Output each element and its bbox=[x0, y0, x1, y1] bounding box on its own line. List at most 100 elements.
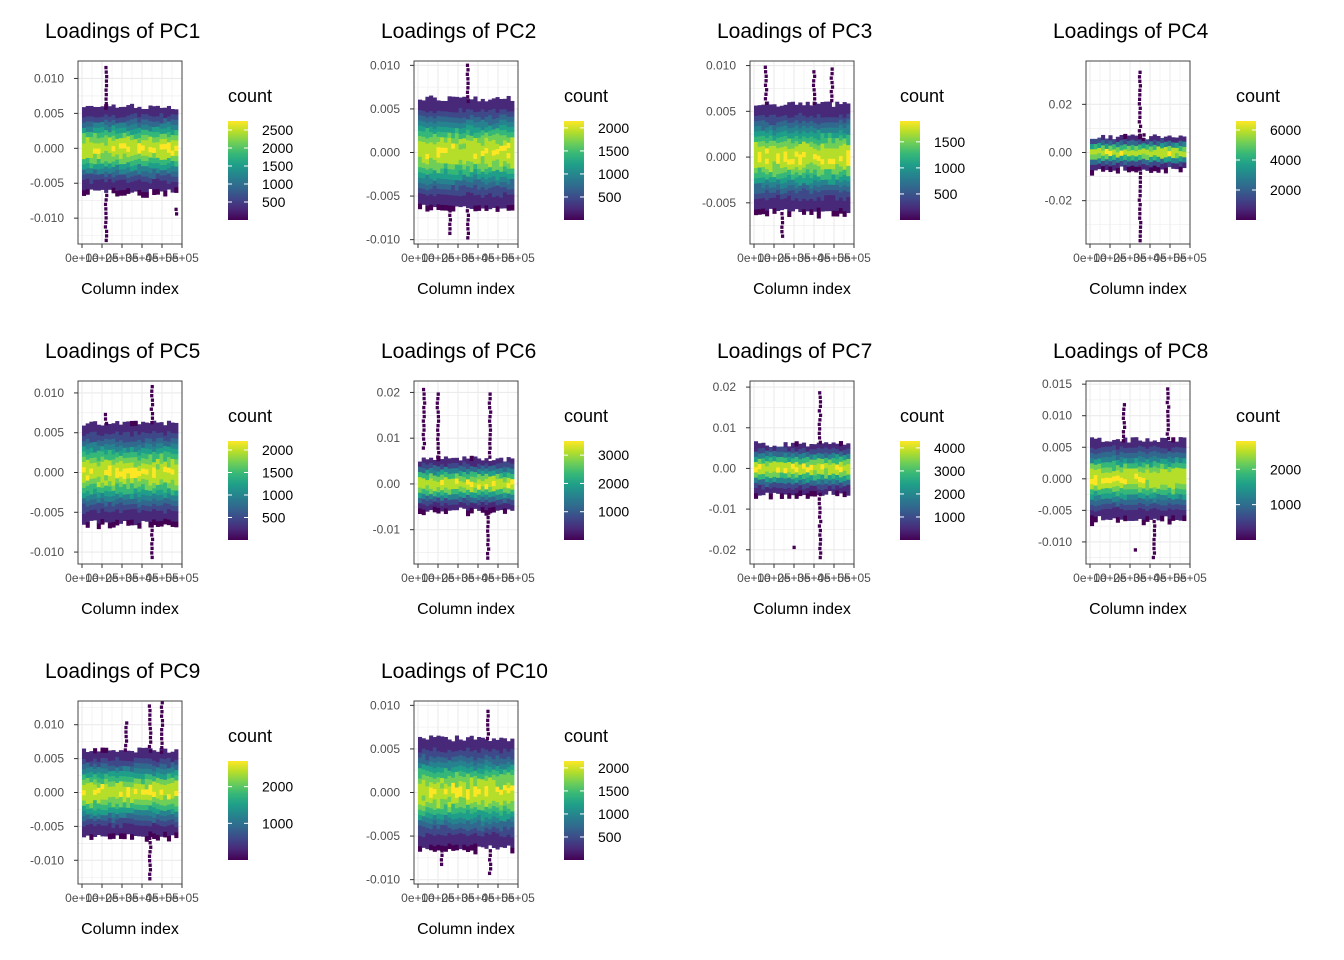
hexbin-cell bbox=[809, 209, 814, 215]
hexbin-cell bbox=[100, 168, 105, 175]
outlier-cell bbox=[1138, 238, 1142, 243]
hexbin-cell bbox=[137, 439, 142, 446]
hexbin-cell bbox=[152, 760, 157, 767]
hexbin-cell bbox=[93, 473, 98, 479]
hexbin-cell bbox=[436, 497, 441, 504]
outlier-cell bbox=[421, 387, 426, 392]
hexbin-cell bbox=[96, 164, 101, 170]
hexbin-cell bbox=[480, 192, 485, 199]
hexbin-cell bbox=[115, 154, 120, 161]
hexbin-cell bbox=[1104, 441, 1109, 447]
hexbin-cell bbox=[484, 822, 489, 829]
hexbin-cell bbox=[421, 764, 426, 770]
hexbin-cell bbox=[111, 120, 116, 126]
x-tick-label: 4e+05 bbox=[1153, 571, 1187, 585]
hexbin-cell bbox=[816, 114, 821, 120]
hexbin-cell bbox=[1101, 514, 1106, 521]
hexbin-cell bbox=[443, 194, 448, 201]
hexbin-cell bbox=[1115, 517, 1120, 523]
hexbin-cell bbox=[1090, 468, 1095, 475]
hexbin-cell bbox=[152, 488, 157, 494]
hexbin-cell bbox=[831, 190, 836, 196]
hexbin-cell bbox=[1112, 139, 1117, 145]
hexbin-cell bbox=[436, 188, 441, 195]
hexbin-cell bbox=[495, 143, 500, 150]
hexbin-cell bbox=[89, 147, 94, 154]
hexbin-cell bbox=[473, 755, 478, 761]
hexbin-cell bbox=[462, 138, 467, 144]
hexbin-cell bbox=[104, 511, 109, 518]
hexbin-cell bbox=[451, 107, 456, 113]
hexbin-cell bbox=[469, 829, 474, 835]
hexbin-cell bbox=[1126, 447, 1132, 454]
hexbin-cell bbox=[130, 776, 135, 783]
hexbin-cell bbox=[152, 420, 157, 427]
hexbin-cell bbox=[111, 438, 116, 445]
x-tick-label: 2e+05 bbox=[105, 891, 139, 905]
hexbin-cell bbox=[429, 813, 434, 820]
hexbin-cell bbox=[141, 805, 146, 811]
hexbin-cell bbox=[776, 117, 781, 123]
hexbin-cell bbox=[835, 153, 840, 160]
hexbin-cell bbox=[111, 786, 116, 793]
hexbin-cell bbox=[418, 783, 423, 790]
hexbin-cell bbox=[484, 179, 489, 185]
hexbin-cell bbox=[510, 152, 515, 159]
hexbin-cell bbox=[166, 446, 172, 453]
hexbin-cell bbox=[137, 752, 142, 759]
hexbin-cell bbox=[155, 474, 160, 481]
hexbin-cell bbox=[126, 813, 131, 819]
hexbin-cell bbox=[163, 175, 168, 181]
hexbin-cell bbox=[499, 758, 504, 765]
hexbin-cell bbox=[104, 752, 109, 759]
hexbin-cell bbox=[757, 183, 762, 189]
hexbin-cell bbox=[1145, 516, 1150, 522]
outlier-cell bbox=[105, 74, 109, 79]
hexbin-cell bbox=[1156, 473, 1161, 479]
hexbin-cell bbox=[126, 828, 131, 835]
hexbin-cell bbox=[842, 107, 847, 113]
hexbin-cell bbox=[458, 812, 463, 818]
x-axis-label: Column index bbox=[753, 281, 851, 298]
hexbin-cell bbox=[1145, 160, 1150, 166]
hexbin-cell bbox=[133, 185, 138, 192]
hexbin-cell bbox=[469, 466, 474, 472]
hexbin-cell bbox=[155, 438, 160, 444]
hexbin-cell bbox=[159, 774, 164, 780]
hexbin-cell bbox=[787, 122, 792, 129]
hexbin-cell bbox=[93, 488, 98, 495]
hexbin-cell bbox=[96, 148, 101, 155]
hexbin-cell bbox=[454, 478, 460, 485]
hexbin-cell bbox=[440, 479, 445, 486]
hexbin-cell bbox=[174, 764, 179, 771]
hexbin-cell bbox=[115, 190, 120, 197]
hexbin-cell bbox=[118, 117, 124, 123]
hexbin-cell bbox=[104, 449, 109, 455]
hexbin-cell bbox=[144, 773, 149, 780]
hexbin-cell bbox=[418, 794, 423, 800]
hexbin-cell bbox=[432, 149, 437, 156]
hexbin-cell bbox=[779, 456, 784, 463]
hexbin-cell bbox=[440, 824, 445, 831]
hexbin-cell bbox=[1167, 451, 1172, 457]
hexbin-cell bbox=[1090, 154, 1095, 161]
hexbin-cell bbox=[111, 109, 116, 116]
hexbin-cell bbox=[1160, 463, 1165, 470]
hexbin-cell bbox=[115, 824, 120, 831]
hexbin-cell bbox=[469, 146, 474, 152]
hexbin-cell bbox=[429, 803, 434, 809]
hexbin-cell bbox=[89, 116, 94, 122]
hexbin-cell bbox=[484, 174, 489, 180]
hexbin-cell bbox=[462, 829, 467, 835]
hexbin-cell bbox=[469, 486, 474, 493]
outlier-cell bbox=[422, 414, 426, 419]
hexbin-cell bbox=[462, 803, 467, 809]
hexbin-cell bbox=[838, 441, 844, 447]
hexbin-cell bbox=[835, 200, 840, 207]
hexbin-cell bbox=[794, 477, 799, 484]
hexbin-cell bbox=[510, 178, 515, 185]
hexbin-cell bbox=[133, 794, 138, 800]
hexbin-cell bbox=[85, 152, 90, 159]
hexbin-cell bbox=[436, 492, 441, 498]
